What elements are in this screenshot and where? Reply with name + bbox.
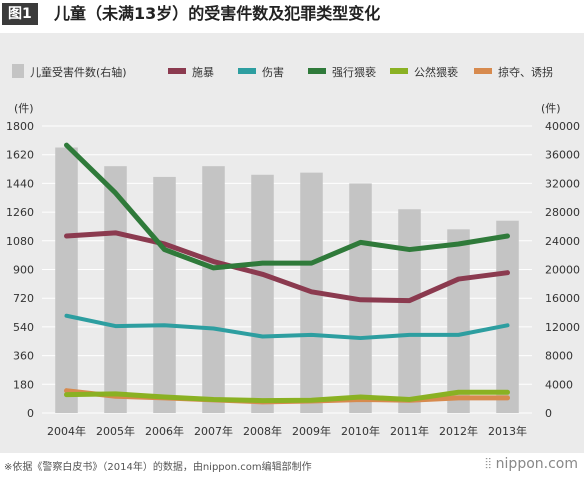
bar — [447, 229, 470, 413]
legend-swatch — [474, 68, 492, 74]
left-unit-label: (件) — [14, 102, 34, 115]
right-tick-label: 24000 — [545, 235, 580, 248]
bar — [153, 176, 176, 413]
x-tick-label: 2007年 — [194, 424, 233, 438]
axes: 0 180 360 540 720 900 1080 1260 1440 1620 1800 0 400… — [6, 102, 580, 438]
right-tick-label: 28000 — [545, 206, 580, 219]
series-line — [64, 389, 510, 404]
brand-logo: ⦙⦙ nippon.com — [485, 456, 578, 472]
bar — [55, 147, 78, 413]
x-tick-label: 2008年 — [243, 424, 282, 438]
right-tick-label: 8000 — [545, 350, 573, 363]
bar — [202, 166, 225, 413]
chart-panel: 儿童受害件数(右轴) 施暴 伤害 强行猥亵 公然猥亵 掠夺、诱拐 0 180 360 540 72… — [0, 33, 584, 453]
left-tick-label: 900 — [13, 264, 34, 277]
legend-item: 施暴 — [168, 66, 214, 79]
legend-swatch — [308, 68, 326, 74]
legend-item: 儿童受害件数(右轴) — [12, 64, 127, 79]
x-tick-label: 2004年 — [47, 424, 86, 438]
x-tick-label: 2013年 — [488, 424, 527, 438]
right-tick-label: 36000 — [545, 149, 580, 162]
right-tick-label: 16000 — [545, 292, 580, 305]
right-tick-label: 12000 — [545, 321, 580, 334]
left-tick-label: 540 — [13, 321, 34, 334]
bar — [104, 166, 127, 413]
left-tick-label: 0 — [27, 407, 34, 420]
lines — [64, 142, 510, 405]
right-tick-label: 4000 — [545, 378, 573, 391]
left-tick-label: 1440 — [6, 177, 34, 190]
right-tick-label: 32000 — [545, 177, 580, 190]
footer-note: ※依据《警察白皮书》（2014年）的数据，由nippon.com编辑部制作 — [4, 462, 312, 473]
right-tick-label: 40000 — [545, 120, 580, 133]
chart-svg: 儿童受害件数(右轴) 施暴 伤害 强行猥亵 公然猥亵 掠夺、诱拐 0 180 360 540 72… — [6, 64, 580, 438]
x-tick-label: 2006年 — [145, 424, 184, 438]
chart-title: 儿童（未满13岁）的受害件数及犯罪类型变化 — [54, 4, 381, 23]
legend-label: 公然猥亵 — [414, 65, 458, 79]
bar — [496, 220, 519, 413]
right-unit-label: (件) — [541, 102, 561, 115]
series-line — [64, 142, 510, 271]
legend-label: 伤害 — [262, 65, 284, 79]
left-tick-label: 720 — [13, 292, 34, 305]
legend-item: 掠夺、诱拐 — [474, 65, 553, 79]
legend-swatch — [390, 68, 408, 74]
left-tick-label: 1800 — [6, 120, 34, 133]
series-line — [64, 230, 510, 304]
header: 图1 儿童（未满13岁）的受害件数及犯罪类型变化 — [0, 0, 584, 30]
bars — [55, 147, 519, 413]
left-tick-label: 180 — [13, 378, 34, 391]
right-tick-label: 0 — [545, 407, 552, 420]
x-tick-label: 2009年 — [292, 424, 331, 438]
brand-text: nippon.com — [495, 456, 578, 472]
legend-label: 强行猥亵 — [332, 65, 376, 79]
legend-label: 施暴 — [192, 66, 214, 79]
left-tick-label: 1260 — [6, 206, 34, 219]
figure-label: 图1 — [2, 3, 38, 25]
brand-mark: ⦙⦙ — [484, 456, 492, 472]
legend: 儿童受害件数(右轴) 施暴 伤害 强行猥亵 公然猥亵 掠夺、诱拐 — [12, 64, 553, 79]
series-line — [64, 313, 510, 341]
legend-item: 伤害 — [238, 65, 284, 79]
legend-swatch — [12, 64, 24, 78]
legend-label: 掠夺、诱拐 — [498, 65, 553, 79]
left-tick-label: 1620 — [6, 149, 34, 162]
bar — [398, 209, 421, 413]
x-tick-label: 2005年 — [96, 424, 135, 438]
left-tick-label: 360 — [13, 350, 34, 363]
left-tick-label: 1080 — [6, 235, 34, 248]
right-tick-label: 20000 — [545, 264, 580, 277]
legend-swatch — [168, 68, 186, 74]
legend-item: 公然猥亵 — [390, 65, 458, 79]
legend-swatch — [238, 68, 256, 74]
x-tick-label: 2012年 — [439, 424, 478, 438]
legend-label: 儿童受害件数(右轴) — [30, 65, 127, 79]
legend-item: 强行猥亵 — [308, 65, 376, 79]
x-tick-label: 2010年 — [341, 424, 380, 438]
bar — [251, 174, 274, 413]
x-tick-label: 2011年 — [390, 424, 429, 438]
